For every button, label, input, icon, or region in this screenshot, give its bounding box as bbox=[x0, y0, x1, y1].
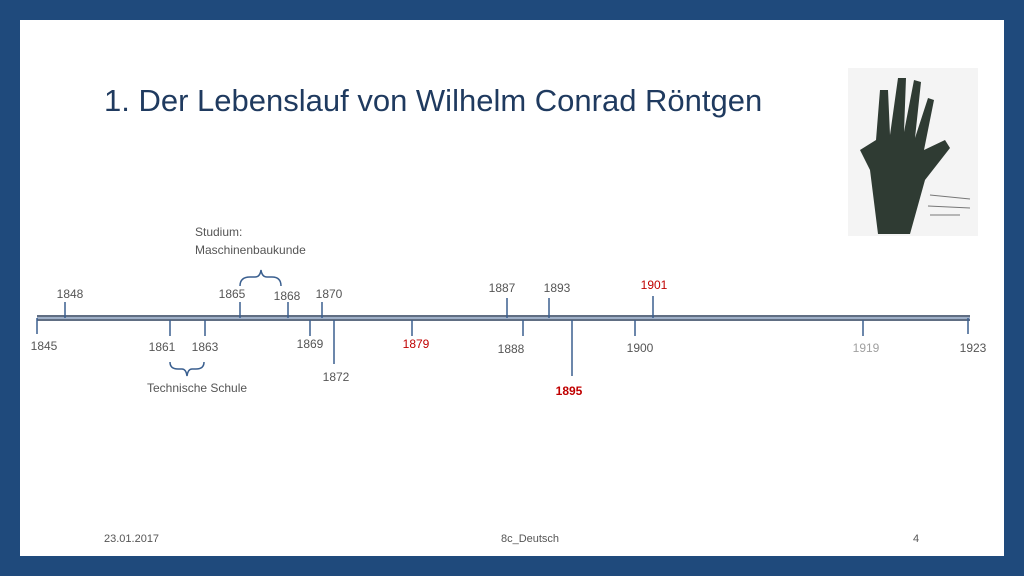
event-year: 1893 bbox=[544, 281, 571, 295]
annotation: Studium: bbox=[195, 225, 242, 239]
event-year: 1872 bbox=[323, 370, 350, 384]
event-year: 1888 bbox=[498, 342, 525, 356]
event-year: 1861 bbox=[149, 340, 176, 354]
event-year: 1879 bbox=[403, 337, 430, 351]
footer-date: 23.01.2017 bbox=[104, 533, 159, 545]
brace-studium bbox=[239, 269, 282, 287]
event-year: 1919 bbox=[853, 341, 880, 355]
footer-page: 4 bbox=[913, 533, 919, 545]
xray-image bbox=[848, 68, 978, 236]
brace-schule bbox=[169, 361, 205, 377]
slide-title: 1. Der Lebenslauf von Wilhelm Conrad Rön… bbox=[104, 83, 762, 118]
event-year: 1845 bbox=[31, 339, 58, 353]
annotation: Technische Schule bbox=[147, 381, 247, 395]
event-year: 1870 bbox=[316, 287, 343, 301]
event-year: 1869 bbox=[297, 337, 324, 351]
timeline-axis bbox=[37, 315, 970, 321]
event-year: 1923 bbox=[960, 341, 987, 355]
footer-course: 8c_Deutsch bbox=[501, 533, 559, 545]
event-year: 1901 bbox=[641, 278, 668, 292]
event-year: 1895 bbox=[556, 384, 583, 398]
event-year: 1887 bbox=[489, 281, 516, 295]
event-year: 1863 bbox=[192, 340, 219, 354]
slide-area bbox=[20, 20, 1004, 556]
event-year: 1868 bbox=[274, 289, 301, 303]
annotation: Maschinenbaukunde bbox=[195, 243, 306, 257]
event-year: 1900 bbox=[627, 341, 654, 355]
event-year: 1865 bbox=[219, 287, 246, 301]
event-year: 1848 bbox=[57, 287, 84, 301]
